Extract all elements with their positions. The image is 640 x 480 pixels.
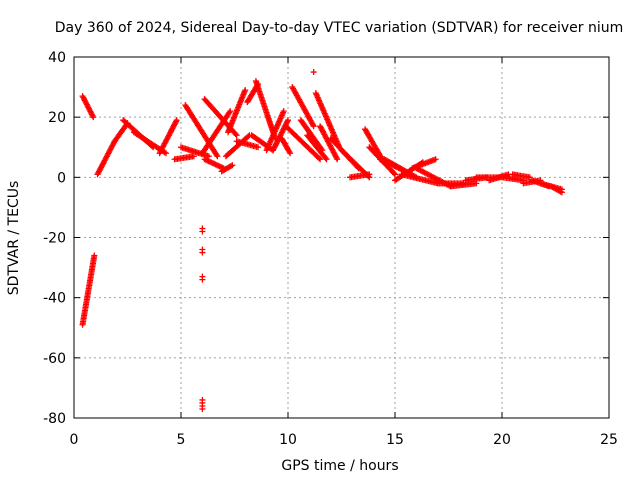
- y-tick-label: 40: [48, 50, 66, 66]
- data-points: [79, 69, 565, 412]
- data-point: [199, 405, 206, 412]
- y-axis-label: SDTVAR / TECUs: [6, 181, 22, 296]
- data-point: [213, 151, 220, 158]
- data-point: [232, 131, 239, 138]
- x-tick-label: 25: [600, 432, 618, 448]
- y-tick-label: -40: [43, 291, 66, 307]
- data-point: [392, 171, 398, 178]
- data-point: [432, 156, 439, 163]
- data-point: [390, 170, 397, 177]
- data-point: [226, 109, 233, 116]
- x-axis-label: GPS time / hours: [281, 458, 398, 474]
- data-point: [90, 114, 97, 121]
- data-point: [285, 117, 291, 124]
- data-point: [173, 117, 180, 124]
- x-tick-label: 5: [177, 432, 186, 448]
- data-point: [287, 150, 294, 157]
- data-point: [315, 155, 322, 162]
- data-point: [334, 156, 341, 163]
- data-point: [227, 108, 234, 115]
- data-point: [310, 69, 317, 76]
- data-point: [228, 163, 235, 170]
- data-point: [233, 132, 240, 139]
- chart-title: Day 360 of 2024, Sidereal Day-to-day VTE…: [55, 20, 624, 36]
- data-point: [91, 252, 98, 259]
- y-tick-label: -60: [43, 351, 66, 367]
- data-point: [557, 188, 564, 195]
- data-point: [199, 228, 206, 235]
- data-point: [322, 155, 329, 162]
- data-point: [199, 276, 206, 283]
- data-point: [323, 156, 330, 163]
- y-tick-label: -20: [43, 231, 66, 247]
- data-point: [229, 162, 236, 169]
- data-point: [366, 171, 373, 178]
- data-point: [310, 123, 317, 130]
- x-tick-label: 10: [279, 432, 297, 448]
- data-point: [199, 249, 206, 256]
- data-point: [242, 87, 249, 94]
- data-point: [163, 150, 170, 157]
- plot-frame: [73, 56, 610, 419]
- x-tick-labels: 0 5 10 15 20 25: [70, 432, 618, 448]
- y-tick-label: 0: [57, 170, 66, 186]
- data-point: [214, 153, 221, 160]
- grid: [74, 57, 609, 418]
- y-tick-labels: -80 -60 -40 -20 0 20 40: [43, 50, 66, 427]
- data-point: [255, 144, 262, 151]
- data-point: [317, 156, 324, 163]
- x-tick-label: 20: [493, 432, 511, 448]
- x-tick-label: 0: [70, 432, 79, 448]
- y-tick-label: -80: [43, 411, 66, 427]
- x-tick-label: 15: [386, 432, 404, 448]
- data-point: [280, 108, 287, 115]
- y-tick-label: 20: [48, 110, 66, 126]
- data-point: [558, 189, 565, 196]
